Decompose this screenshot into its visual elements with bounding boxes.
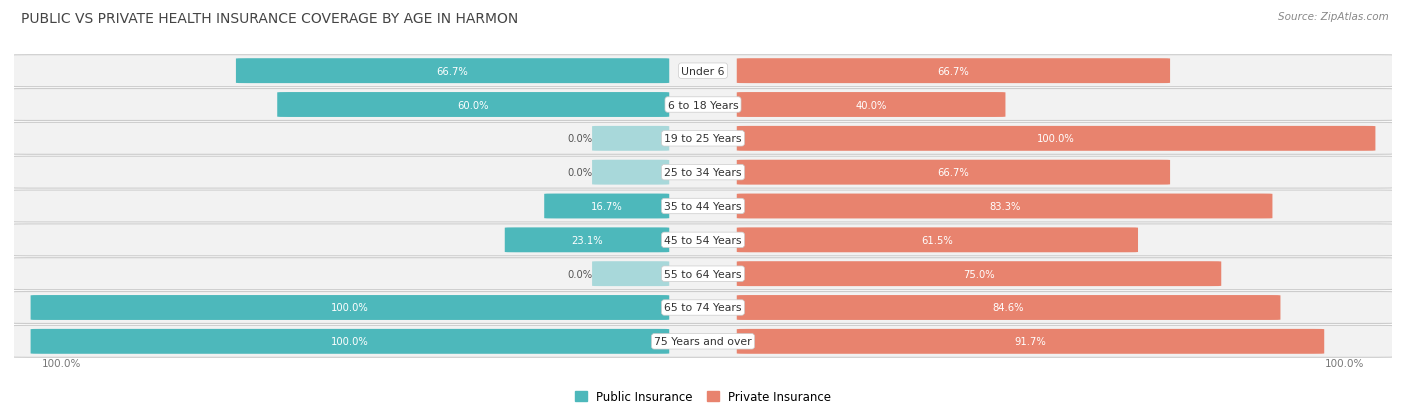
Text: 84.6%: 84.6% xyxy=(993,303,1025,313)
Text: 100.0%: 100.0% xyxy=(1324,358,1364,368)
Text: 75.0%: 75.0% xyxy=(963,269,995,279)
FancyBboxPatch shape xyxy=(236,59,669,84)
Text: 25 to 34 Years: 25 to 34 Years xyxy=(664,168,742,178)
Text: 100.0%: 100.0% xyxy=(1038,134,1076,144)
FancyBboxPatch shape xyxy=(11,157,1395,189)
Text: 6 to 18 Years: 6 to 18 Years xyxy=(668,100,738,110)
Text: 0.0%: 0.0% xyxy=(567,168,592,178)
Text: 55 to 64 Years: 55 to 64 Years xyxy=(664,269,742,279)
FancyBboxPatch shape xyxy=(592,160,669,185)
FancyBboxPatch shape xyxy=(737,295,1281,320)
FancyBboxPatch shape xyxy=(277,93,669,118)
Text: 45 to 54 Years: 45 to 54 Years xyxy=(664,235,742,245)
FancyBboxPatch shape xyxy=(11,56,1395,88)
FancyBboxPatch shape xyxy=(737,228,1137,253)
FancyBboxPatch shape xyxy=(737,126,1375,152)
FancyBboxPatch shape xyxy=(11,224,1395,256)
FancyBboxPatch shape xyxy=(11,325,1395,357)
FancyBboxPatch shape xyxy=(737,329,1324,354)
Text: 75 Years and over: 75 Years and over xyxy=(654,337,752,347)
FancyBboxPatch shape xyxy=(11,190,1395,223)
Text: 65 to 74 Years: 65 to 74 Years xyxy=(664,303,742,313)
FancyBboxPatch shape xyxy=(737,194,1272,219)
Text: 0.0%: 0.0% xyxy=(567,134,592,144)
FancyBboxPatch shape xyxy=(505,228,669,253)
Text: 23.1%: 23.1% xyxy=(571,235,603,245)
Text: 60.0%: 60.0% xyxy=(457,100,489,110)
Text: Under 6: Under 6 xyxy=(682,66,724,76)
FancyBboxPatch shape xyxy=(544,194,669,219)
FancyBboxPatch shape xyxy=(592,261,669,287)
FancyBboxPatch shape xyxy=(11,123,1395,155)
FancyBboxPatch shape xyxy=(592,126,669,152)
FancyBboxPatch shape xyxy=(737,261,1222,287)
Text: Source: ZipAtlas.com: Source: ZipAtlas.com xyxy=(1278,12,1389,22)
Text: 83.3%: 83.3% xyxy=(988,202,1021,211)
FancyBboxPatch shape xyxy=(11,292,1395,324)
FancyBboxPatch shape xyxy=(31,295,669,320)
FancyBboxPatch shape xyxy=(737,160,1170,185)
Text: 35 to 44 Years: 35 to 44 Years xyxy=(664,202,742,211)
FancyBboxPatch shape xyxy=(11,89,1395,121)
Text: 61.5%: 61.5% xyxy=(921,235,953,245)
Text: 19 to 25 Years: 19 to 25 Years xyxy=(664,134,742,144)
FancyBboxPatch shape xyxy=(11,258,1395,290)
FancyBboxPatch shape xyxy=(737,59,1170,84)
Text: 66.7%: 66.7% xyxy=(437,66,468,76)
FancyBboxPatch shape xyxy=(31,329,669,354)
Text: 100.0%: 100.0% xyxy=(42,358,82,368)
Text: 100.0%: 100.0% xyxy=(330,303,368,313)
Text: PUBLIC VS PRIVATE HEALTH INSURANCE COVERAGE BY AGE IN HARMON: PUBLIC VS PRIVATE HEALTH INSURANCE COVER… xyxy=(21,12,519,26)
Text: 66.7%: 66.7% xyxy=(938,66,969,76)
Text: 40.0%: 40.0% xyxy=(855,100,887,110)
Text: 100.0%: 100.0% xyxy=(330,337,368,347)
FancyBboxPatch shape xyxy=(737,93,1005,118)
Legend: Public Insurance, Private Insurance: Public Insurance, Private Insurance xyxy=(571,385,835,408)
Text: 91.7%: 91.7% xyxy=(1015,337,1046,347)
Text: 66.7%: 66.7% xyxy=(938,168,969,178)
Text: 16.7%: 16.7% xyxy=(591,202,623,211)
Text: 0.0%: 0.0% xyxy=(567,269,592,279)
